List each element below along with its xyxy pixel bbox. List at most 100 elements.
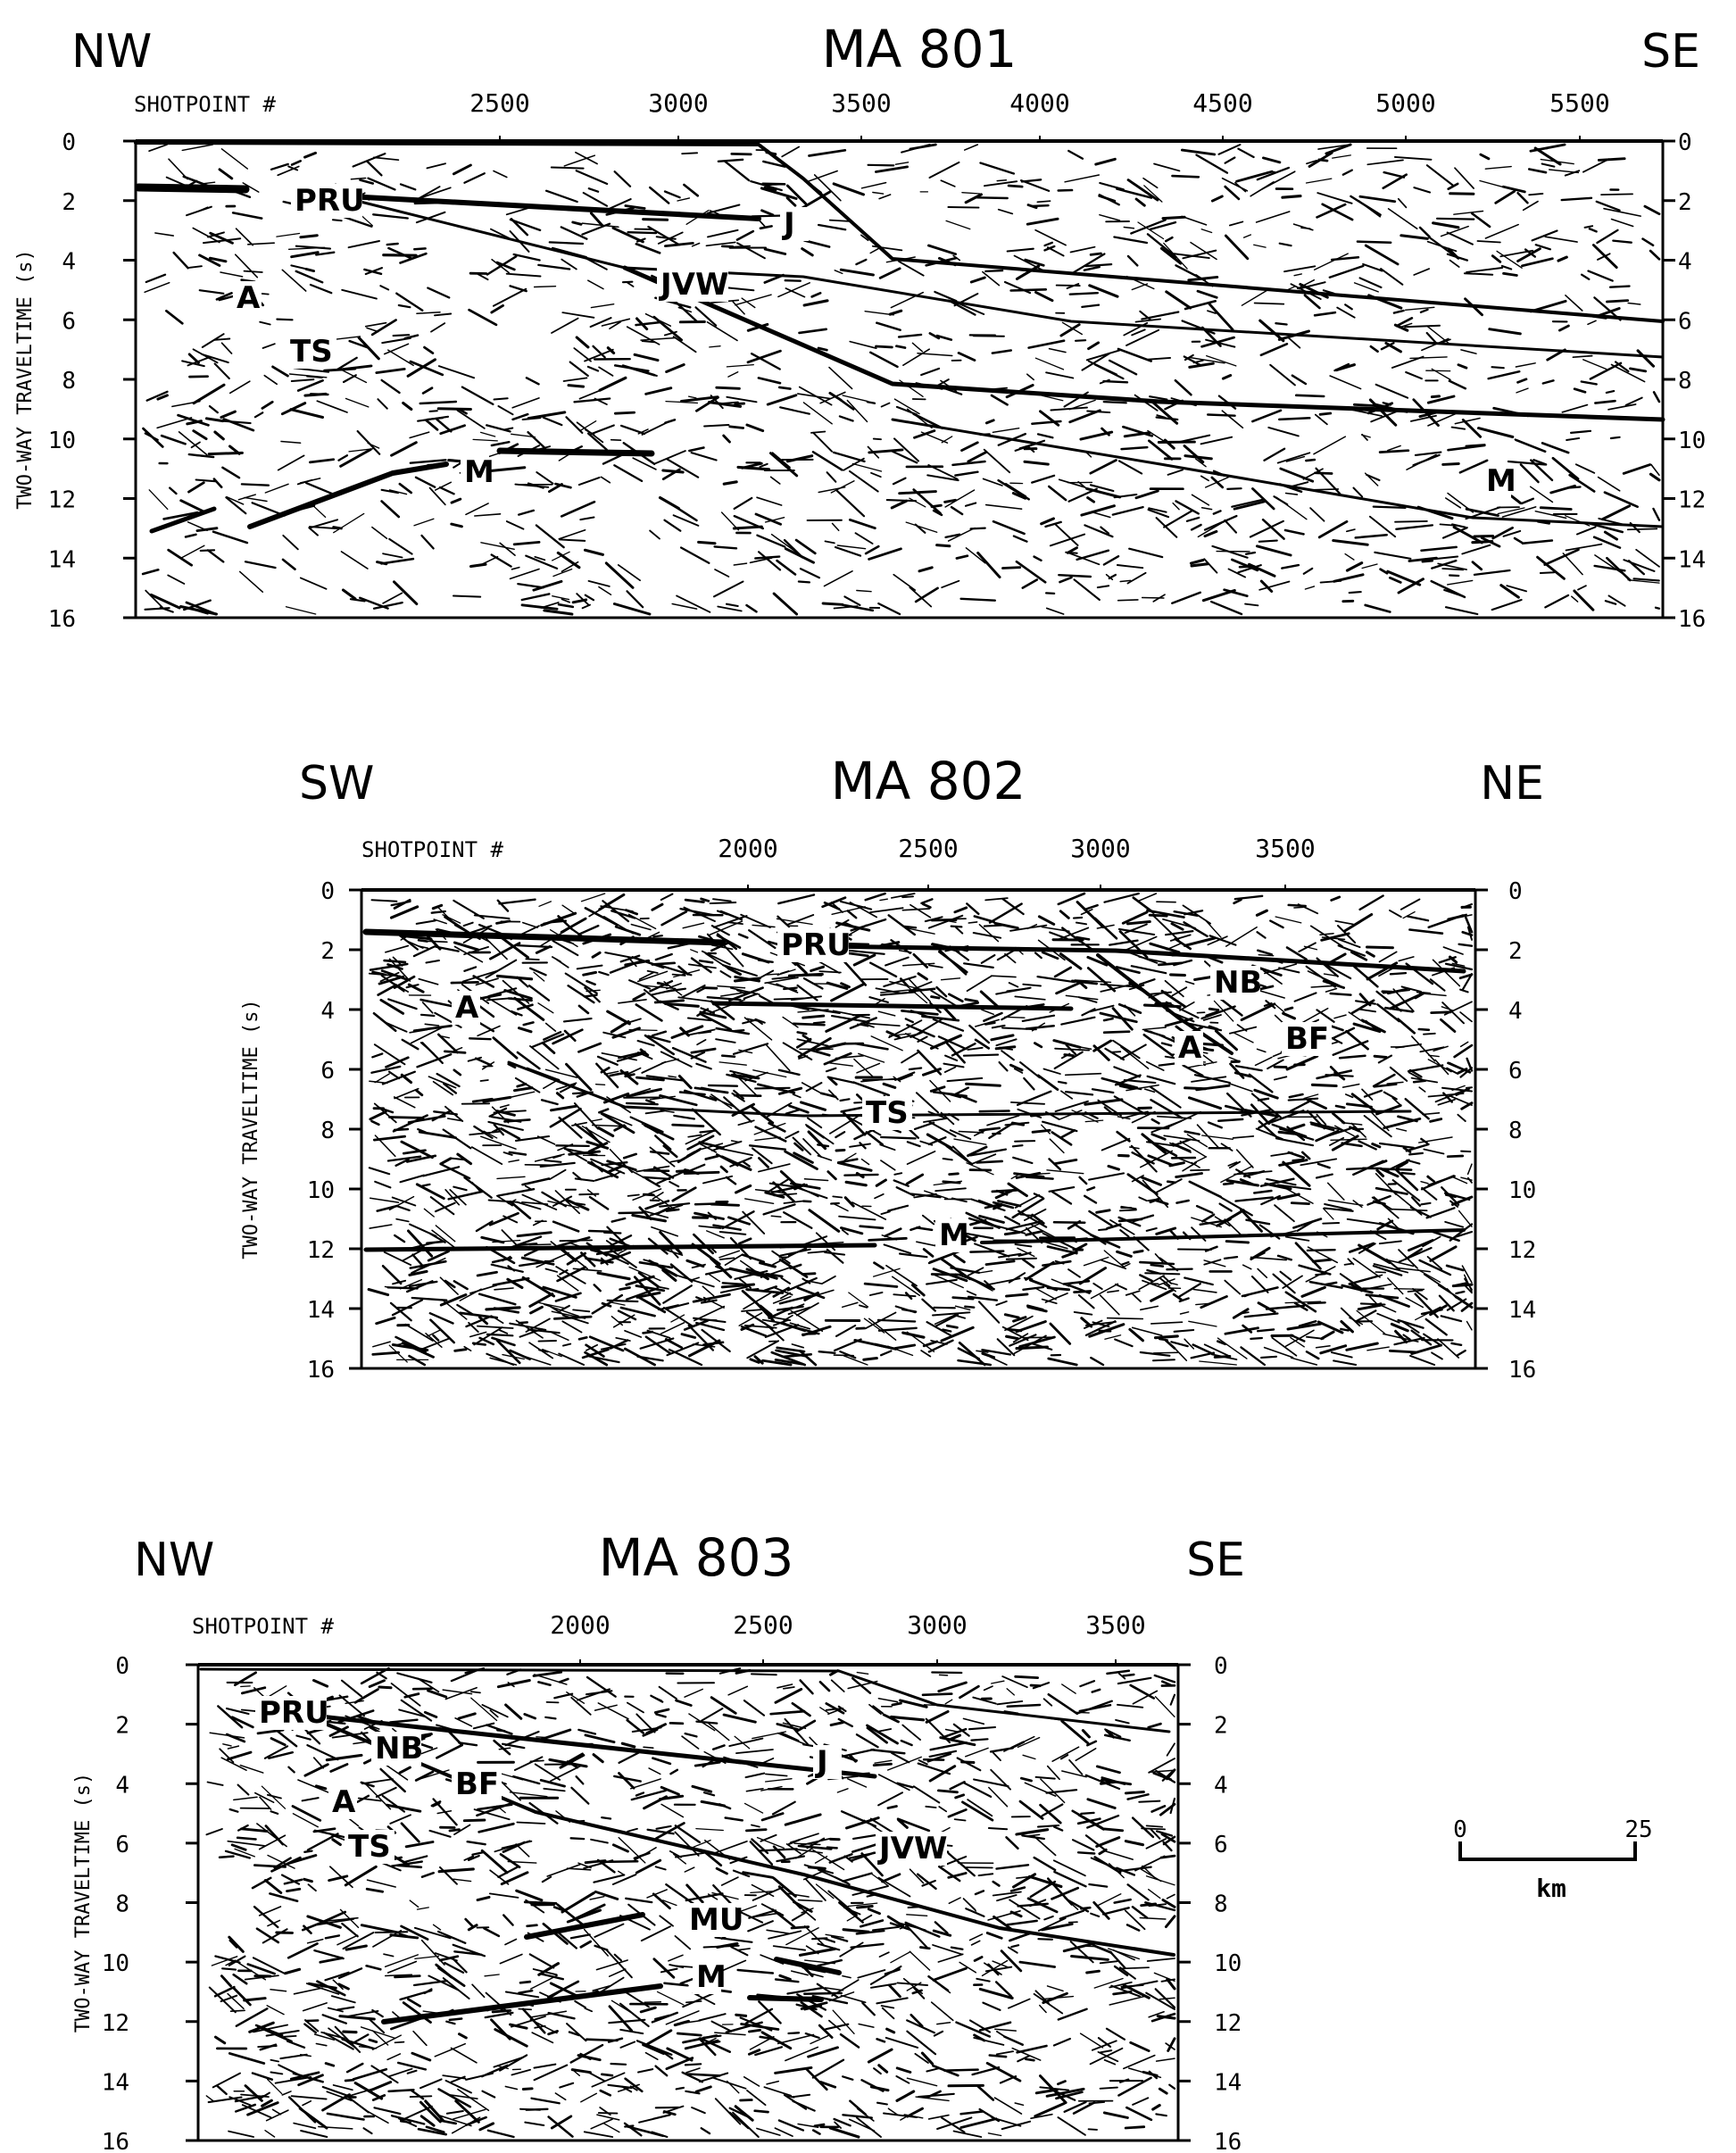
reflector-segment bbox=[1015, 560, 1047, 584]
reflector-segment bbox=[1128, 1327, 1144, 1343]
reflector-segment bbox=[708, 1273, 721, 1283]
reflector-segment bbox=[394, 1974, 421, 1979]
reflector-segment bbox=[769, 1709, 806, 1716]
reflector-segment bbox=[1460, 1101, 1474, 1110]
reflector-segment bbox=[1284, 1291, 1317, 1313]
reflector-segment bbox=[1240, 1346, 1267, 1367]
reflector-segment bbox=[870, 1035, 903, 1052]
reflector-segment bbox=[828, 2126, 860, 2139]
reflector-segment bbox=[480, 1135, 517, 1150]
reflector-segment bbox=[375, 367, 406, 375]
reflector-segment bbox=[144, 607, 170, 611]
reflector-segment bbox=[785, 1927, 819, 1946]
reflector-segment bbox=[796, 1031, 808, 1035]
reflector-segment bbox=[1049, 1322, 1072, 1345]
reflector-segment bbox=[1539, 506, 1573, 511]
reflector-segment bbox=[1039, 1803, 1062, 1825]
reflector-segment bbox=[885, 1264, 918, 1287]
reflector-segment bbox=[1242, 1324, 1253, 1334]
reflector-segment bbox=[747, 1920, 774, 1933]
reflector-segment bbox=[635, 2040, 673, 2056]
reflector-segment bbox=[868, 1703, 882, 1716]
reflector-segment bbox=[387, 349, 414, 367]
reflector-segment bbox=[650, 989, 674, 996]
reflector-segment bbox=[1292, 1218, 1323, 1229]
reflector-segment bbox=[420, 1939, 445, 1966]
reflector-segment bbox=[521, 2087, 534, 2091]
reflector-segment bbox=[1398, 322, 1413, 328]
reflector-segment bbox=[501, 1840, 533, 1850]
reflector-segment bbox=[832, 1202, 849, 1212]
reflector-segment bbox=[1134, 1855, 1166, 1872]
reflector-segment bbox=[757, 377, 782, 385]
reflector-segment bbox=[370, 1119, 380, 1126]
reflector-segment bbox=[1209, 600, 1243, 616]
reflector-segment bbox=[504, 2085, 519, 2091]
reflector-segment bbox=[303, 1850, 313, 1853]
reflector-segment bbox=[663, 190, 681, 199]
reflector-segment bbox=[509, 2023, 528, 2030]
reflector-segment bbox=[874, 1193, 885, 1200]
reflector-segment bbox=[901, 1051, 919, 1064]
reflector-segment bbox=[1194, 458, 1207, 468]
reflector-segment bbox=[480, 1235, 505, 1244]
reflector-segment bbox=[847, 1902, 878, 1908]
reflector-segment bbox=[1541, 162, 1556, 168]
reflector-segment bbox=[601, 1052, 637, 1061]
reflector-segment bbox=[244, 561, 277, 569]
reflector-segment bbox=[527, 1328, 561, 1334]
reflector-segment bbox=[1491, 526, 1514, 540]
reflector-segment bbox=[751, 1147, 773, 1165]
reflector-segment bbox=[772, 1945, 806, 1951]
reflector-segment bbox=[1072, 253, 1106, 274]
reflector-segment bbox=[504, 1703, 523, 1720]
reflector-segment bbox=[785, 1303, 805, 1312]
reflector-segment bbox=[372, 1012, 397, 1033]
reflector-segment bbox=[281, 269, 307, 292]
reflector-segment bbox=[895, 345, 907, 349]
reflector-segment bbox=[1149, 220, 1177, 231]
reflector-segment bbox=[618, 1211, 644, 1215]
reflector-segment bbox=[463, 966, 478, 972]
reflector-segment bbox=[1301, 1151, 1311, 1160]
reflector-segment bbox=[718, 1231, 747, 1235]
reflector-segment bbox=[906, 2107, 924, 2118]
reflector-segment bbox=[419, 2115, 436, 2127]
reflector-segment bbox=[1372, 1265, 1403, 1276]
reflector-segment bbox=[267, 1854, 295, 1869]
reflector-segment bbox=[1212, 510, 1222, 515]
reflector-segment bbox=[1163, 510, 1193, 528]
reflector-segment bbox=[647, 1035, 671, 1043]
reflector-segment bbox=[637, 2068, 654, 2074]
reflector-segment bbox=[558, 1352, 586, 1366]
reflector-segment bbox=[905, 521, 938, 533]
reflector-segment bbox=[394, 2041, 405, 2044]
reflector-segment bbox=[991, 1224, 1026, 1234]
reflector-segment bbox=[1337, 938, 1361, 949]
reflector-segment bbox=[880, 1210, 891, 1216]
reflector-segment bbox=[718, 1061, 747, 1066]
reflector-segment bbox=[438, 486, 455, 495]
reflector-segment bbox=[851, 1676, 872, 1694]
reflector-segment bbox=[473, 512, 502, 517]
reflector-segment bbox=[392, 956, 403, 967]
reflector-segment bbox=[1408, 1071, 1425, 1082]
reflector-segment bbox=[1233, 898, 1242, 905]
reflector-segment bbox=[1344, 553, 1355, 561]
reflector-segment bbox=[349, 598, 366, 603]
reflector-segment bbox=[834, 545, 862, 557]
reflector-segment bbox=[760, 209, 775, 217]
reflector-segment bbox=[802, 1006, 841, 1015]
reflector-segment bbox=[1294, 1242, 1322, 1270]
reflector-segment bbox=[1051, 1746, 1080, 1762]
reflector-segment bbox=[720, 1876, 739, 1886]
reflector-segment bbox=[1568, 473, 1596, 493]
reflector-segment bbox=[1571, 595, 1579, 603]
reflector-segment bbox=[1567, 486, 1582, 489]
reflector-segment bbox=[691, 1784, 713, 1793]
reflector-segment bbox=[315, 251, 336, 256]
reflector-segment bbox=[476, 1325, 514, 1329]
reflector-segment bbox=[1165, 290, 1192, 310]
reflector-segment bbox=[268, 1750, 294, 1759]
reflector-segment bbox=[785, 2046, 819, 2062]
